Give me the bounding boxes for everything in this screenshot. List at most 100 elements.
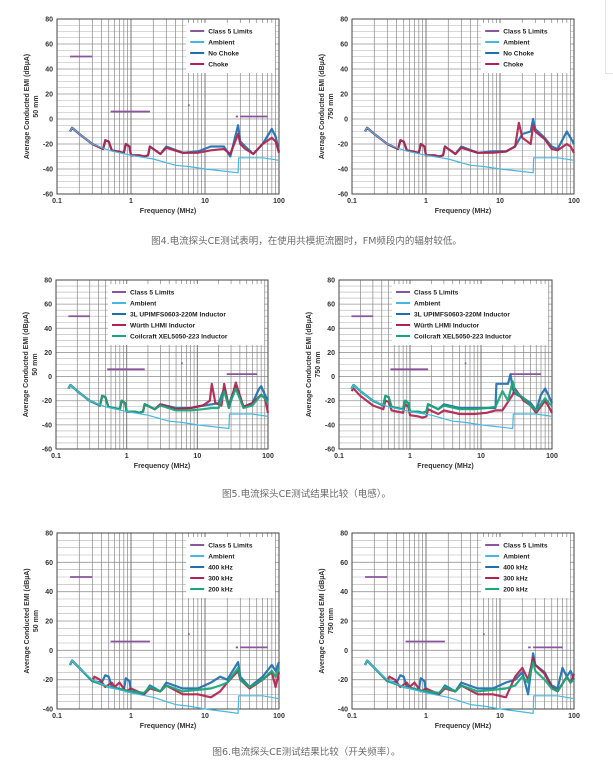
- y-tick-label: 20: [340, 92, 348, 99]
- y-tick-label: 20: [45, 92, 53, 99]
- series-line: [350, 380, 553, 414]
- y-tick-label: -40: [42, 422, 52, 429]
- legend-label: Coilcraft XEL5050-223 Inductor: [130, 333, 228, 340]
- legend-label: 400 kHz: [503, 564, 528, 571]
- y-tick-label: -40: [338, 167, 348, 174]
- y-tick-label: 60: [340, 560, 348, 567]
- legend: Class 5 Limits Ambient 3L UPIMFS0603-220M …: [392, 284, 548, 345]
- y-tick-label: 20: [44, 350, 52, 357]
- y-tick-label: 60: [44, 302, 52, 309]
- plot-area: -60 -40 -20 0 20 40 60 80 0.1 1 10 100 Frequency (MH…: [319, 17, 580, 216]
- y-tick-label: -40: [338, 707, 348, 714]
- y-tick-label: 0: [331, 374, 335, 381]
- decorative-frame: [605, 0, 613, 74]
- chart-fig4a: -60 -40 -20 0 20 40 60 80 0.1 1 10 100 Frequency (MH…: [24, 17, 285, 216]
- y-tick-label: 40: [340, 589, 348, 596]
- y-tick-label: 0: [49, 648, 53, 655]
- x-axis-label: Frequency (MHz): [134, 463, 190, 470]
- x-tick-label: 100: [568, 198, 580, 205]
- y-tick-label: -40: [43, 707, 53, 714]
- y-axis-sublabel: 50 mm: [33, 610, 40, 632]
- legend-label: Ambient: [503, 553, 530, 560]
- y-tick-label: -20: [43, 677, 53, 684]
- legend-label: Ambient: [414, 300, 441, 307]
- series-line: [67, 383, 269, 414]
- x-tick-label: 100: [273, 713, 285, 720]
- x-axis-label: Frequency (MHz): [435, 208, 491, 215]
- x-tick-label: 0.1: [51, 453, 61, 460]
- y-tick-label: 40: [327, 326, 335, 333]
- y-axis-label: Average Conducted EMI (dBµA): [306, 312, 313, 417]
- y-tick-label: 20: [327, 350, 335, 357]
- y-tick-label: -20: [43, 142, 53, 149]
- x-axis-label: Frequency (MHz): [435, 723, 491, 730]
- legend-label: 400 kHz: [208, 564, 233, 571]
- legend-label: Class 5 Limits: [208, 28, 253, 35]
- y-tick-label: 40: [340, 67, 348, 74]
- y-axis-label: Average Conducted EMI (dBµA): [24, 54, 31, 159]
- plot-area: -60 -40 -20 0 20 40 60 80 0.1 1 10 100 Frequency (MH…: [306, 278, 558, 471]
- chart-fig5b: -60 -40 -20 0 20 40 60 80 0.1 1 10 100 Frequency (MH…: [306, 278, 558, 471]
- chart-fig5a: -60 -40 -20 0 20 40 60 80 0.1 1 10 100 Frequency (MH…: [23, 278, 274, 471]
- legend-label: Würth LHMI Inductor: [130, 322, 196, 329]
- x-tick-label: 1: [125, 453, 129, 460]
- legend: Class 5 Limits Ambient No Choke Choke: [481, 23, 570, 73]
- y-tick-label: 80: [340, 17, 348, 24]
- x-tick-label: 100: [273, 198, 285, 205]
- legend-label: Würth LHMI Inductor: [414, 322, 480, 329]
- legend-label: Coilcraft XEL5050-223 Inductor: [414, 333, 512, 340]
- y-tick-label: -60: [42, 447, 52, 454]
- series-line: [69, 659, 281, 695]
- series-line: [69, 126, 281, 158]
- x-axis-label: Frequency (MHz): [417, 463, 473, 470]
- y-tick-label: 40: [44, 326, 52, 333]
- plot-frame: [338, 279, 553, 450]
- y-tick-label: -60: [43, 192, 53, 199]
- y-axis-label: Average Conducted EMI (dBµA): [24, 568, 31, 673]
- y-tick-label: 0: [344, 648, 348, 655]
- y-tick-label: -40: [43, 167, 53, 174]
- y-axis-sublabel: 750 mm: [328, 93, 335, 119]
- legend-label: Class 5 Limits: [414, 289, 459, 296]
- y-tick-label: -60: [338, 192, 348, 199]
- legend-label: Choke: [503, 61, 523, 68]
- plot-frame: [351, 18, 575, 195]
- legend-label: Ambient: [130, 300, 157, 307]
- y-axis-label: Average Conducted EMI (dBµA): [319, 568, 326, 673]
- y-tick-label: -20: [338, 677, 348, 684]
- plot-frame: [56, 532, 280, 710]
- y-axis-label: Average Conducted EMI (dBµA): [23, 312, 30, 417]
- x-axis-label: Frequency (MHz): [140, 723, 196, 730]
- y-axis-sublabel: 750 mm: [315, 351, 322, 377]
- y-tick-label: 20: [45, 619, 53, 626]
- legend-label: 3L UPIMFS0603-220M Inductor: [414, 311, 510, 318]
- legend-label: Ambient: [503, 39, 530, 46]
- x-tick-label: 0.1: [347, 713, 357, 720]
- x-tick-label: 10: [477, 453, 485, 460]
- y-tick-label: -60: [325, 447, 335, 454]
- y-tick-label: 60: [327, 302, 335, 309]
- y-tick-label: 20: [340, 619, 348, 626]
- x-tick-label: 100: [568, 713, 580, 720]
- x-tick-label: 10: [201, 198, 209, 205]
- legend-label: No Choke: [208, 50, 239, 57]
- x-tick-label: 0.1: [52, 713, 62, 720]
- legend-label: 200 kHz: [208, 586, 233, 593]
- x-tick-label: 10: [193, 453, 201, 460]
- legend: Class 5 Limits Ambient 400 kHz 300 kHz 200 k…: [186, 537, 275, 598]
- series-line: [67, 384, 269, 430]
- y-tick-label: 0: [48, 374, 52, 381]
- plot-frame: [55, 279, 269, 450]
- chart-fig4b: -60 -40 -20 0 20 40 60 80 0.1 1 10 100 Frequency (MH…: [319, 17, 580, 216]
- x-tick-label: 1: [129, 198, 133, 205]
- x-tick-label: 100: [546, 453, 558, 460]
- series-line: [69, 659, 280, 715]
- legend-label: No Choke: [503, 50, 534, 57]
- x-tick-label: 10: [201, 713, 209, 720]
- x-tick-label: 0.1: [334, 453, 344, 460]
- legend-label: Ambient: [208, 39, 235, 46]
- series-line: [364, 659, 575, 715]
- plot-frame: [351, 532, 575, 710]
- x-tick-label: 100: [262, 453, 274, 460]
- legend: Class 5 Limits Ambient No Choke Choke: [186, 23, 275, 73]
